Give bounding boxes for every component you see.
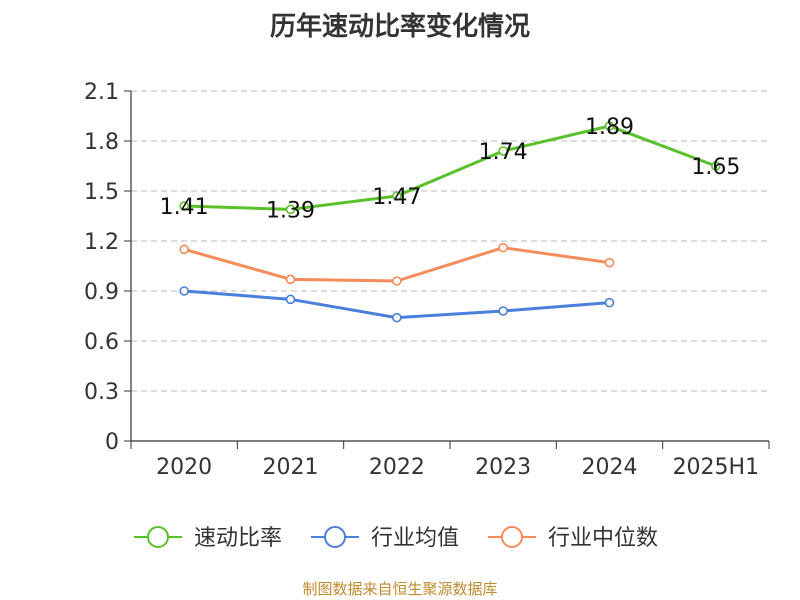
- y-tick-label: 1.5: [84, 180, 119, 205]
- data-labels: 1.41 1.39 1.47 1.74 1.89 1.65: [160, 115, 741, 223]
- data-point: [498, 146, 508, 156]
- y-tick-label: 1.2: [84, 230, 119, 255]
- y-tick-label: 0.3: [84, 380, 119, 405]
- x-tick-label: 2022: [369, 455, 425, 480]
- chart-title: 历年速动比率变化情况: [269, 12, 530, 42]
- axes: 0 0.3 0.6 0.9 1.2 1.5 1.8 2.1 2020 2021 2022 2023 20…: [84, 80, 770, 480]
- legend-item: 速动比率: [134, 526, 282, 551]
- data-point: [285, 294, 296, 305]
- data-point: [604, 297, 615, 308]
- data-label: 1.39: [266, 198, 315, 223]
- data-point: [392, 312, 402, 323]
- data-label: 1.74: [479, 140, 528, 165]
- data-point: [179, 286, 189, 296]
- legend-swatch-marker: [147, 526, 169, 548]
- data-label: 1.41: [160, 195, 209, 220]
- source-note: 制图数据来自恒生聚源数据库: [302, 580, 498, 598]
- data-label: 1.47: [372, 185, 421, 210]
- grid-lines: [131, 90, 769, 392]
- x-tick-label: 2025H1: [673, 455, 760, 480]
- legend-swatch-marker: [501, 526, 523, 548]
- data-point: [711, 161, 721, 171]
- data-label: 1.65: [691, 155, 740, 180]
- legend-item: 行业中位数: [488, 526, 658, 551]
- legend-item: 行业均值: [311, 526, 459, 551]
- y-tick-label: 0.6: [84, 330, 119, 355]
- x-tick-label: 2023: [475, 455, 531, 480]
- y-tick-label: 1.8: [84, 130, 119, 155]
- series-line: [184, 124, 717, 211]
- legend-label: 行业均值: [371, 526, 459, 551]
- legend-label: 行业中位数: [548, 526, 658, 551]
- series-lines: [179, 121, 721, 323]
- y-tick-label: 0: [105, 430, 119, 455]
- data-point: [285, 204, 296, 215]
- data-point: [604, 257, 615, 268]
- y-tick-label: 2.1: [84, 80, 119, 105]
- legend-label: 速动比率: [194, 526, 282, 551]
- x-tick-label: 2021: [263, 455, 319, 480]
- data-point: [179, 244, 189, 255]
- data-point: [392, 276, 402, 286]
- data-point: [498, 306, 508, 316]
- x-tick-label: 2020: [156, 455, 212, 480]
- series-line: [183, 246, 610, 283]
- data-point: [604, 121, 615, 131]
- data-point: [285, 274, 296, 285]
- legend: 速动比率 行业均值 行业中位数: [134, 526, 658, 551]
- data-label: 1.89: [585, 115, 634, 140]
- data-point: [179, 201, 189, 211]
- x-tick-label: 2024: [582, 455, 638, 480]
- legend-swatch-marker: [324, 526, 346, 548]
- y-tick-label: 0.9: [84, 280, 119, 305]
- data-point: [498, 242, 508, 253]
- data-point: [392, 191, 402, 201]
